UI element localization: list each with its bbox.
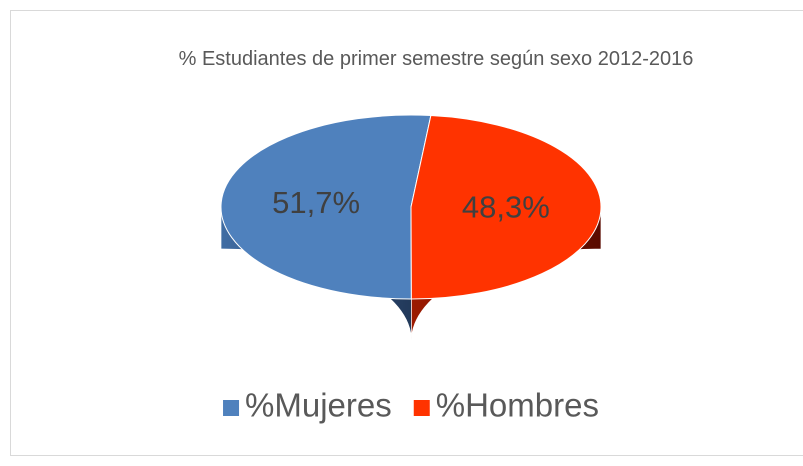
data-label: 51,7%: [272, 185, 360, 220]
legend-label: %Mujeres: [245, 387, 392, 424]
pie-slice: [410, 114, 602, 300]
legend-swatch: [223, 400, 240, 416]
legend-swatch: [413, 400, 430, 416]
data-label: 48,3%: [462, 190, 550, 225]
pie-slice: [220, 114, 432, 300]
chart-title: % Estudiantes de primer semestre según s…: [178, 48, 694, 70]
legend-label: %Hombres: [436, 387, 599, 424]
